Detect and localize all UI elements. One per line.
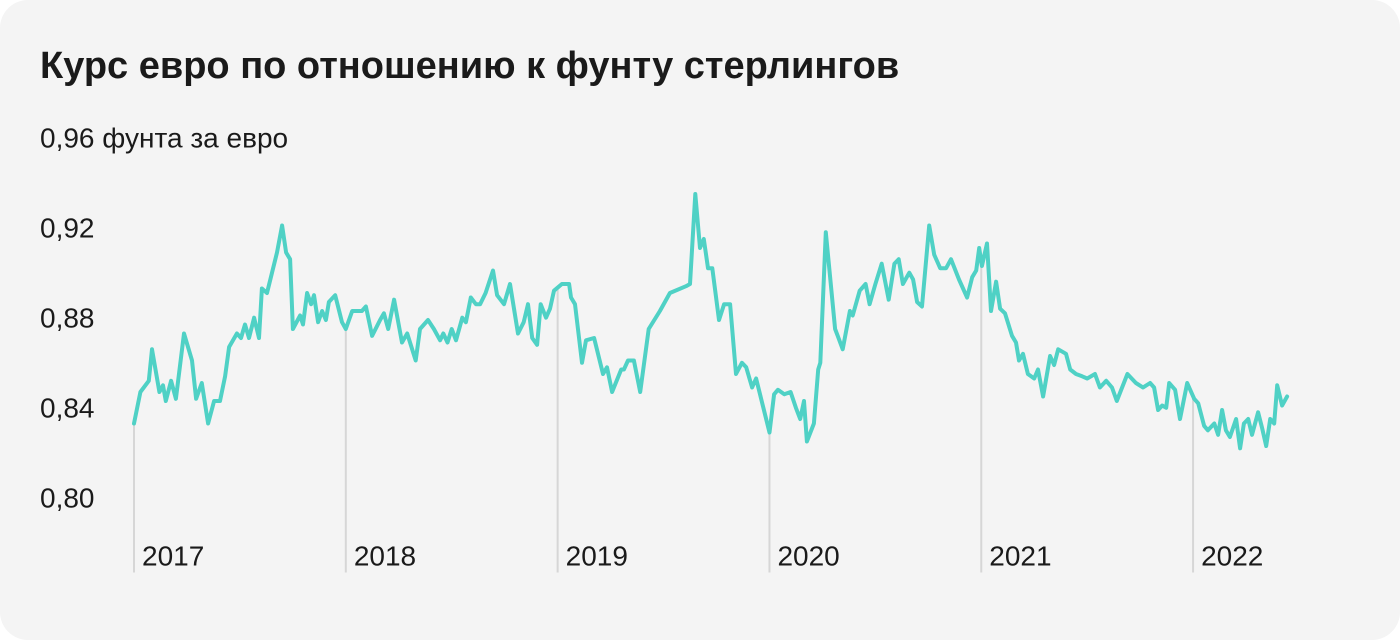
x-tick-label: 2021: [989, 540, 1051, 571]
chart-title: Курс евро по отношению к фунту стерлинго…: [40, 45, 899, 87]
x-tick-label: 2022: [1201, 540, 1263, 571]
x-tick-label: 2020: [777, 540, 839, 571]
y-tick-label: 0,84: [40, 392, 95, 423]
y-tick-label: 0,80: [40, 482, 95, 513]
y-tick-label: 0,96 фунта за евро: [40, 122, 288, 153]
x-tick-label: 2017: [142, 540, 204, 571]
x-tick-label: 2019: [566, 540, 628, 571]
y-tick-label: 0,88: [40, 302, 95, 333]
data-line: [132, 192, 1290, 451]
y-tick-label: 0,92: [40, 212, 95, 243]
x-tick-label: 2018: [354, 540, 416, 571]
